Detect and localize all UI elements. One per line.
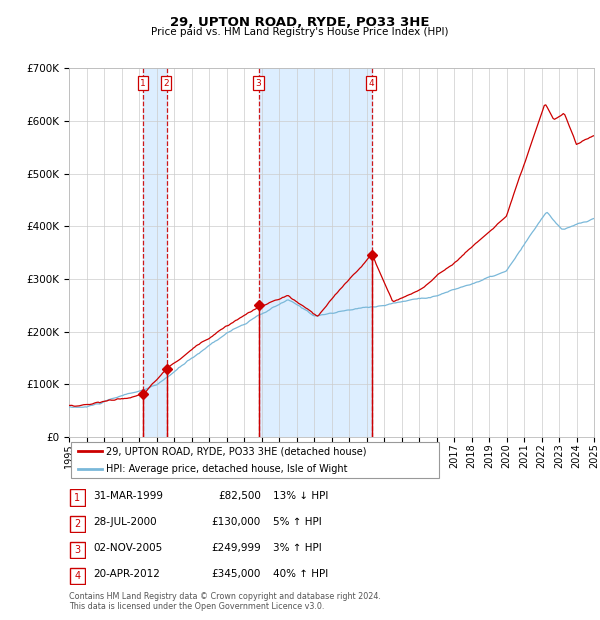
Text: 20-APR-2012: 20-APR-2012	[93, 569, 160, 579]
Text: 4: 4	[74, 571, 80, 581]
Text: This data is licensed under the Open Government Licence v3.0.: This data is licensed under the Open Gov…	[69, 602, 325, 611]
Text: HPI: Average price, detached house, Isle of Wight: HPI: Average price, detached house, Isle…	[106, 464, 348, 474]
Text: 2: 2	[163, 79, 169, 88]
Text: Contains HM Land Registry data © Crown copyright and database right 2024.: Contains HM Land Registry data © Crown c…	[69, 592, 381, 601]
Text: £249,999: £249,999	[211, 543, 261, 553]
Text: 28-JUL-2000: 28-JUL-2000	[93, 517, 157, 527]
Text: 4: 4	[368, 79, 374, 88]
Text: 29, UPTON ROAD, RYDE, PO33 3HE (detached house): 29, UPTON ROAD, RYDE, PO33 3HE (detached…	[106, 446, 367, 456]
Text: £82,500: £82,500	[218, 491, 261, 501]
Text: 31-MAR-1999: 31-MAR-1999	[93, 491, 163, 501]
Text: 2: 2	[74, 519, 80, 529]
Bar	[143, 68, 167, 437]
Text: 40% ↑ HPI: 40% ↑ HPI	[273, 569, 328, 579]
Text: 02-NOV-2005: 02-NOV-2005	[93, 543, 162, 553]
Text: 1: 1	[74, 493, 80, 503]
Bar	[259, 68, 372, 437]
Text: 3: 3	[256, 79, 261, 88]
FancyBboxPatch shape	[71, 442, 439, 479]
Text: £345,000: £345,000	[212, 569, 261, 579]
Text: 3% ↑ HPI: 3% ↑ HPI	[273, 543, 322, 553]
Text: 3: 3	[74, 545, 80, 555]
Text: 5% ↑ HPI: 5% ↑ HPI	[273, 517, 322, 527]
Text: 13% ↓ HPI: 13% ↓ HPI	[273, 491, 328, 501]
Text: 1: 1	[140, 79, 146, 88]
Text: Price paid vs. HM Land Registry's House Price Index (HPI): Price paid vs. HM Land Registry's House …	[151, 27, 449, 37]
Text: £130,000: £130,000	[212, 517, 261, 527]
Text: 29, UPTON ROAD, RYDE, PO33 3HE: 29, UPTON ROAD, RYDE, PO33 3HE	[170, 16, 430, 29]
